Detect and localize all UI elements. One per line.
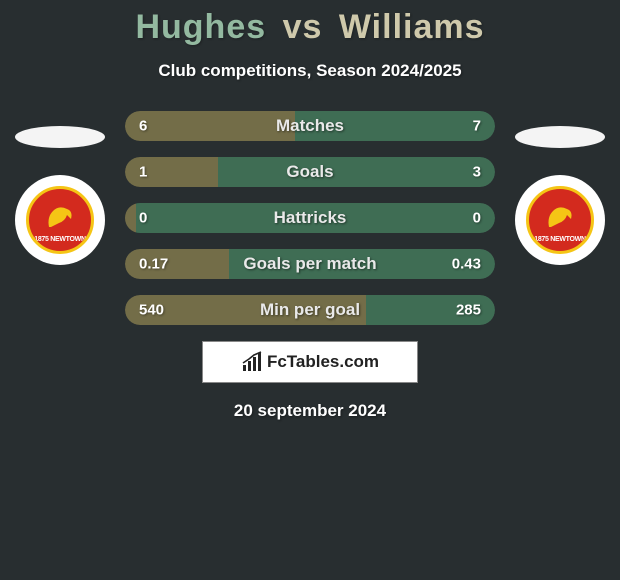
shield-icon: 1875 NEWTOWN [526, 186, 594, 254]
stat-left-value: 6 [139, 118, 147, 135]
stat-row: 540 Min per goal 285 [125, 295, 495, 325]
shadow-right-icon [515, 126, 605, 148]
chart-icon [241, 351, 263, 373]
stat-right-value: 285 [456, 302, 481, 319]
stat-label: Goals per match [243, 254, 376, 274]
stat-right-value: 7 [473, 118, 481, 135]
brand-box: FcTables.com [202, 341, 418, 383]
bar-right-seg [218, 157, 496, 187]
stat-left-value: 540 [139, 302, 164, 319]
stat-row: 0 Hattricks 0 [125, 203, 495, 233]
comparison-infographic: Hughes vs Williams Club competitions, Se… [0, 0, 620, 580]
player2-name: Williams [339, 8, 485, 46]
stat-label: Matches [276, 116, 344, 136]
shield-icon: 1875 NEWTOWN [26, 186, 94, 254]
stat-right-value: 3 [473, 164, 481, 181]
team-badge-right: 1875 NEWTOWN [515, 175, 605, 265]
vs-label: vs [283, 8, 323, 46]
subtitle: Club competitions, Season 2024/2025 [0, 61, 620, 81]
badge-right-text: 1875 NEWTOWN [534, 236, 586, 243]
stat-left-value: 1 [139, 164, 147, 181]
stats-bars: 6 Matches 7 1 Goals 3 0 Hattricks 0 0.17… [125, 111, 495, 325]
page-title: Hughes vs Williams [0, 0, 620, 47]
badge-left-text: 1875 NEWTOWN [34, 236, 86, 243]
griffin-icon [43, 201, 77, 238]
stat-label: Goals [286, 162, 333, 182]
stat-right-value: 0 [473, 210, 481, 227]
stat-left-value: 0.17 [139, 256, 168, 273]
shadow-left-icon [15, 126, 105, 148]
team-badge-left: 1875 NEWTOWN [15, 175, 105, 265]
bar-left-seg [125, 111, 295, 141]
player1-name: Hughes [135, 8, 266, 46]
brand-text: FcTables.com [267, 352, 379, 372]
bar-left-seg [125, 203, 136, 233]
stat-label: Min per goal [260, 300, 360, 320]
stat-row: 6 Matches 7 [125, 111, 495, 141]
stat-left-value: 0 [139, 210, 147, 227]
griffin-icon [543, 201, 577, 238]
stat-label: Hattricks [274, 208, 347, 228]
stat-row: 0.17 Goals per match 0.43 [125, 249, 495, 279]
stat-row: 1 Goals 3 [125, 157, 495, 187]
stat-right-value: 0.43 [452, 256, 481, 273]
date-text: 20 september 2024 [0, 401, 620, 421]
